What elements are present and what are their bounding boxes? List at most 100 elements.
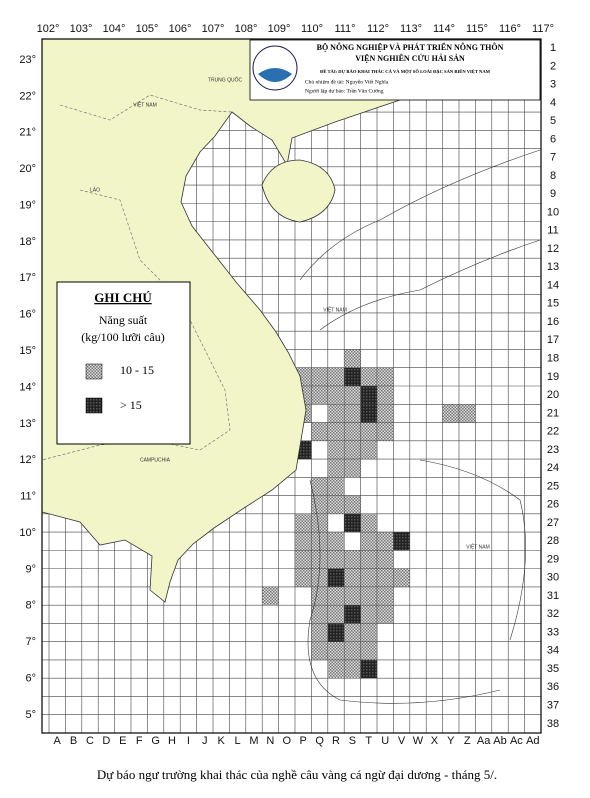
fishing-cell bbox=[327, 458, 345, 478]
latitude-label: 23° bbox=[19, 54, 36, 66]
place-label: CAMPUCHIA bbox=[140, 457, 171, 463]
column-label: Q bbox=[315, 735, 324, 747]
fishing-cell bbox=[360, 568, 378, 588]
fishing-cell bbox=[327, 422, 345, 441]
longitude-label: 115° bbox=[466, 23, 488, 35]
fishing-cell bbox=[311, 513, 328, 533]
column-label: E bbox=[119, 735, 126, 747]
fishing-cell bbox=[327, 495, 345, 515]
fishing-cell bbox=[376, 568, 394, 588]
axis-labels: A B C D E F G H I J K L M N O P Q R S T U V W X Y Z Aa Ab Ac Ad123456… bbox=[19, 23, 559, 747]
fishing-cell bbox=[311, 385, 328, 405]
row-label: 23 bbox=[547, 444, 559, 456]
fishing-cell bbox=[344, 568, 361, 588]
fishing-cell bbox=[376, 586, 394, 606]
longitude-label: 114° bbox=[433, 23, 455, 35]
longitude-label: 103° bbox=[70, 23, 93, 35]
legend-label: 10 - 15 bbox=[120, 363, 154, 377]
longitude-label: 104° bbox=[103, 23, 126, 35]
row-label: 37 bbox=[547, 700, 559, 712]
fishing-cell bbox=[294, 550, 312, 569]
fishing-cell bbox=[327, 604, 345, 624]
fishing-cell bbox=[344, 495, 361, 515]
project: ĐỀ TÀI: DỰ BÁO KHAI THÁC CÁ VÀ MỘT SỐ LO… bbox=[320, 69, 491, 74]
fishing-cell bbox=[344, 440, 361, 460]
row-label: 22 bbox=[547, 426, 559, 438]
fishing-cell bbox=[360, 641, 378, 661]
header-bg bbox=[249, 39, 541, 101]
row-label: 36 bbox=[547, 681, 559, 693]
column-label: O bbox=[283, 735, 292, 747]
column-label: P bbox=[300, 735, 307, 747]
latitude-label: 17° bbox=[19, 272, 36, 284]
row-label: 27 bbox=[547, 517, 559, 529]
fishing-cell bbox=[344, 586, 361, 606]
institute: VIỆN NGHIÊN CỨU HẢI SẢN bbox=[355, 53, 465, 63]
fishing-cell bbox=[327, 531, 345, 551]
fishing-cell bbox=[262, 586, 279, 606]
fishing-cell bbox=[360, 604, 378, 624]
fishing-cell bbox=[360, 623, 378, 642]
row-label: 24 bbox=[547, 462, 559, 474]
column-label: S bbox=[349, 735, 356, 747]
row-label: 18 bbox=[547, 353, 559, 365]
fishing-cell bbox=[344, 659, 361, 679]
column-label: Ad bbox=[526, 735, 539, 747]
latitude-label: 15° bbox=[19, 345, 36, 357]
row-label: 26 bbox=[547, 499, 559, 511]
row-label: 32 bbox=[547, 608, 559, 620]
fishing-cell bbox=[327, 623, 345, 642]
row-label: 15 bbox=[547, 298, 559, 310]
column-label: W bbox=[413, 735, 424, 747]
fishing-cell bbox=[311, 422, 328, 441]
latitude-label: 18° bbox=[19, 236, 36, 248]
fishing-cell bbox=[458, 404, 476, 423]
row-label: 29 bbox=[547, 553, 559, 565]
fishing-cell bbox=[376, 367, 394, 387]
fishing-cell bbox=[327, 641, 345, 661]
fishing-cell bbox=[344, 604, 361, 624]
column-label: Ac bbox=[510, 735, 523, 747]
place-label: VIỆT NAM bbox=[466, 542, 490, 550]
latitude-label: 8° bbox=[25, 600, 36, 612]
place-label: TRUNG QUỐC bbox=[208, 76, 243, 83]
forecaster: Người lập dự báo: Trần Văn Cường bbox=[305, 87, 384, 94]
latitude-label: 13° bbox=[19, 418, 36, 430]
column-label: I bbox=[187, 735, 190, 747]
latitude-label: 9° bbox=[25, 563, 36, 575]
column-label: U bbox=[381, 735, 389, 747]
place-label: VIỆT NAM bbox=[323, 305, 347, 313]
column-label: D bbox=[102, 735, 110, 747]
longitude-label: 112° bbox=[367, 23, 389, 35]
fishing-cell bbox=[393, 568, 410, 588]
row-label: 13 bbox=[547, 261, 559, 273]
legend-bg bbox=[56, 281, 191, 445]
longitude-label: 116° bbox=[499, 23, 521, 35]
fishing-cell bbox=[327, 385, 345, 405]
column-label: H bbox=[168, 735, 176, 747]
legend: GHI CHÚ Năng suất (kg/100 lưỡi câu) 10 -… bbox=[56, 281, 191, 445]
fishing-cell bbox=[311, 477, 328, 496]
row-label: 5 bbox=[550, 115, 556, 127]
column-label: Ab bbox=[493, 735, 506, 747]
column-label: C bbox=[86, 735, 94, 747]
fishing-cell bbox=[344, 623, 361, 642]
row-label: 10 bbox=[547, 206, 559, 218]
latitude-label: 21° bbox=[19, 127, 36, 139]
row-label: 3 bbox=[550, 79, 556, 91]
fishing-cell bbox=[344, 550, 361, 569]
column-label: Z bbox=[464, 735, 471, 747]
row-label: 8 bbox=[550, 170, 556, 182]
row-label: 30 bbox=[547, 572, 559, 584]
fishing-cell bbox=[360, 440, 378, 460]
column-label: K bbox=[218, 735, 226, 747]
fishing-cell bbox=[294, 513, 312, 533]
column-label: R bbox=[332, 735, 340, 747]
column-label: B bbox=[70, 735, 77, 747]
row-label: 25 bbox=[547, 480, 559, 492]
fishing-cell bbox=[327, 568, 345, 588]
latitude-label: 6° bbox=[25, 673, 36, 685]
fishing-cell bbox=[327, 440, 345, 460]
longitude-label: 108° bbox=[235, 23, 258, 35]
